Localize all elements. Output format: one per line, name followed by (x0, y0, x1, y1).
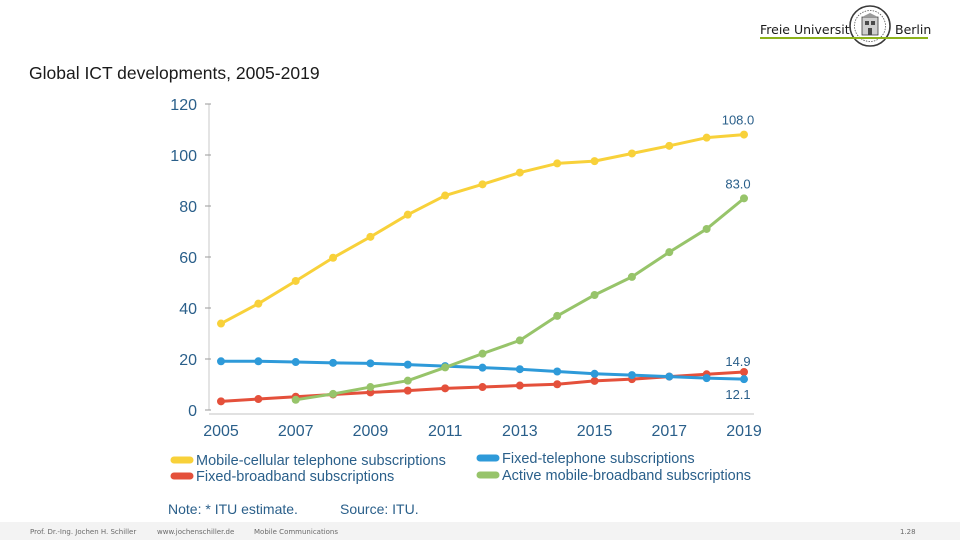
data-point (590, 157, 599, 166)
data-point (403, 376, 412, 385)
data-label: 12.1 (725, 387, 750, 402)
data-point (553, 380, 562, 389)
university-seal-icon (849, 5, 891, 47)
x-tick-label: 2013 (502, 423, 538, 440)
data-point (254, 395, 263, 404)
data-point (515, 365, 524, 374)
y-tick-label: 120 (170, 97, 197, 114)
footer-bar: Prof. Dr.-Ing. Jochen H. Schiller www.jo… (0, 522, 960, 540)
data-point (740, 130, 748, 139)
x-tick-label: 2017 (651, 423, 687, 440)
data-point (515, 381, 524, 390)
x-tick-label: 2005 (203, 423, 239, 440)
line-chart: 0 20 40 60 80 100 120 2005 2007 2009 2011 2013 2015 2… (168, 97, 762, 517)
data-point (478, 383, 487, 392)
chart-panel: 0 20 40 60 80 100 120 2005 2007 2009 2011 2013 2015 2… (160, 92, 780, 522)
footer-url: www.jochenschiller.de (157, 528, 235, 536)
footer-author: Prof. Dr.-Ing. Jochen H. Schiller (30, 528, 137, 536)
legend-label: Fixed-telephone subscriptions (502, 451, 695, 467)
data-label: 108.0 (722, 113, 755, 128)
data-point (441, 384, 450, 393)
data-point (702, 374, 711, 383)
data-point (441, 191, 450, 200)
logo-text-right: Berlin (895, 22, 932, 37)
data-point (329, 253, 338, 262)
data-point (478, 349, 487, 358)
x-tick-label: 2015 (577, 423, 613, 440)
data-point (553, 311, 562, 320)
data-point (254, 357, 263, 366)
university-logo: Freie Universität Berlin (760, 4, 932, 48)
data-point (366, 383, 375, 392)
data-point (627, 272, 636, 281)
data-point (665, 141, 674, 150)
data-point (515, 336, 524, 345)
data-point (515, 168, 524, 177)
data-point (217, 357, 225, 366)
logo-text-left: Freie Universität (760, 22, 863, 37)
chart-note: Note: * ITU estimate. (168, 501, 298, 517)
y-tick-label: 60 (179, 250, 197, 267)
data-point (702, 224, 711, 233)
data-point (590, 290, 599, 299)
data-point (702, 133, 711, 142)
x-tick-label: 2019 (726, 423, 762, 440)
data-point (590, 376, 599, 385)
data-label: 14.9 (725, 354, 750, 369)
data-point (665, 372, 674, 381)
data-point (740, 194, 748, 203)
x-tick-label: 2007 (278, 423, 314, 440)
footer-course: Mobile Communications (254, 528, 339, 536)
data-point (553, 367, 562, 376)
data-point (665, 248, 674, 257)
footer-page-number: 1.28 (900, 528, 916, 536)
y-tick-label: 20 (179, 352, 197, 369)
data-point (329, 358, 338, 367)
data-point (291, 276, 300, 285)
x-tick-label: 2009 (353, 423, 389, 440)
data-point (403, 210, 412, 219)
data-point (740, 375, 748, 384)
y-tick-label: 0 (188, 403, 197, 420)
data-point (478, 180, 487, 189)
data-point (366, 359, 375, 368)
data-point (291, 395, 300, 404)
data-point (441, 363, 450, 372)
y-tick-label: 100 (170, 148, 197, 165)
data-label: 83.0 (725, 176, 750, 191)
series-line (219, 133, 746, 326)
data-point (366, 232, 375, 241)
data-point (740, 368, 748, 377)
slide-title: Global ICT developments, 2005-2019 (29, 63, 320, 83)
y-tick-label: 80 (179, 199, 197, 216)
data-point (478, 363, 487, 372)
legend-label: Fixed-broadband subscriptions (196, 469, 394, 485)
data-point (329, 389, 338, 398)
data-point (627, 371, 636, 380)
x-tick-label: 2011 (428, 423, 463, 440)
data-point (403, 386, 412, 395)
logo-underline (760, 37, 928, 39)
chart-source: Source: ITU. (340, 501, 419, 517)
data-point (217, 397, 225, 406)
data-point (590, 369, 599, 378)
data-point (403, 360, 412, 369)
data-point (254, 299, 263, 308)
legend-label: Active mobile-broadband subscriptions (502, 468, 751, 484)
legend-label: Mobile-cellular telephone subscriptions (196, 453, 446, 469)
y-tick-label: 40 (179, 301, 197, 318)
data-point (291, 358, 300, 367)
data-point (627, 149, 636, 158)
data-point (553, 159, 562, 168)
data-point (217, 319, 225, 328)
